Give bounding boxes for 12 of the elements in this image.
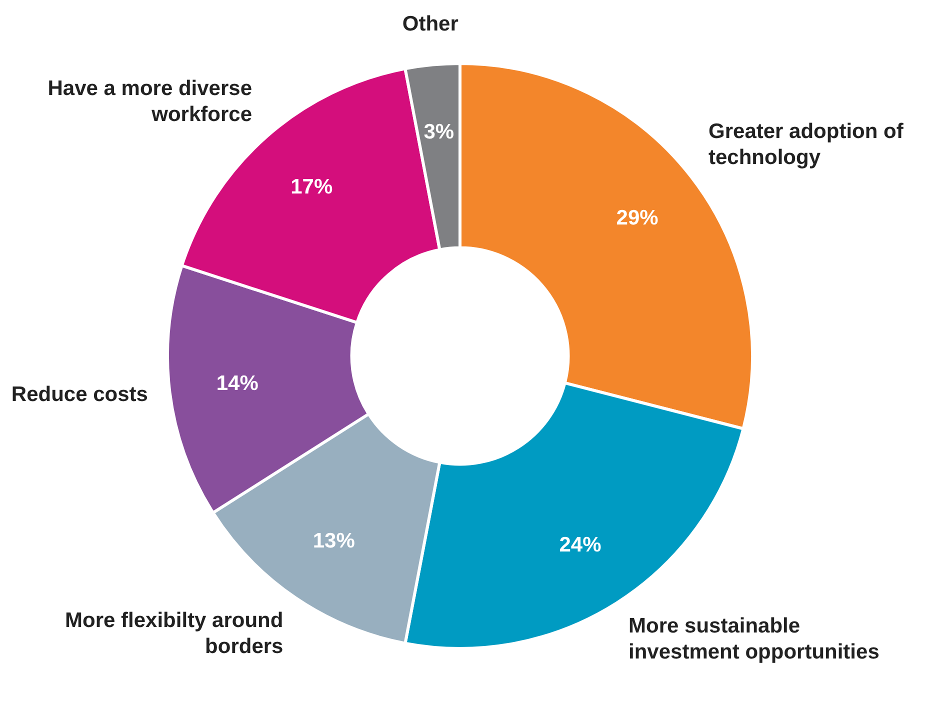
slice-label: More flexibilty around borders [65, 608, 284, 658]
slice-label: Have a more diverse workforce [48, 76, 252, 126]
data-label: 24% [559, 533, 602, 556]
slice-label: Reduce costs [11, 383, 148, 406]
data-label: 13% [312, 529, 356, 552]
data-label: 14% [216, 372, 259, 395]
slice-label: Other [402, 12, 458, 36]
slice-label: More sustainable investment opportunities [628, 614, 880, 664]
data-label: 17% [290, 175, 333, 198]
data-label: 29% [616, 206, 659, 230]
slice-label: Greater adoption of technology [708, 120, 904, 170]
data-label: 3% [424, 120, 454, 144]
